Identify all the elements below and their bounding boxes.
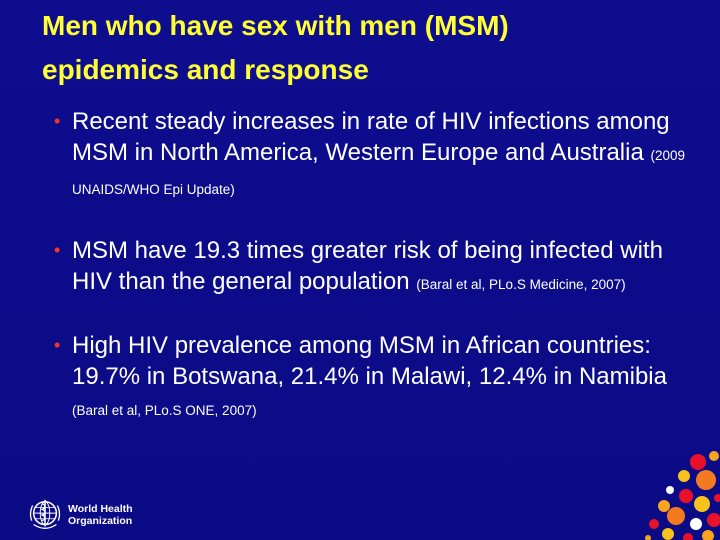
who-logo-line-1: World Health: [68, 503, 133, 515]
bullet-citation: (Baral et al, PLo.S Medicine, 2007): [416, 277, 626, 292]
bullet-text: Recent steady increases in rate of HIV i…: [72, 108, 670, 166]
slide-title: Men who have sex with men (MSM) epidemic…: [42, 4, 702, 92]
title-line-1: Men who have sex with men (MSM): [42, 10, 509, 41]
who-logo-line-2: Organization: [68, 515, 133, 527]
bullet-citation: (2009 UNAIDS/WHO Epi Update): [72, 148, 686, 197]
who-emblem-icon: [29, 499, 61, 529]
bullet-citation: (Baral et al, PLo.S ONE, 2007): [72, 403, 257, 418]
colored-dots-decoration: [645, 451, 720, 540]
bullet-text: MSM have 19.3 times greater risk of bein…: [72, 237, 663, 295]
bullet-item: Recent steady increases in rate of HIV i…: [50, 106, 700, 205]
bullet-text: High HIV prevalence among MSM in African…: [72, 332, 667, 390]
who-logo: World Health Organization: [26, 496, 133, 534]
bullet-list: Recent steady increases in rate of HIV i…: [50, 106, 700, 456]
who-logo-text: World Health Organization: [68, 503, 133, 527]
bullet-item: High HIV prevalence among MSM in African…: [50, 330, 700, 426]
bullet-item: MSM have 19.3 times greater risk of bein…: [50, 235, 700, 300]
title-line-2: epidemics and response: [42, 54, 369, 85]
